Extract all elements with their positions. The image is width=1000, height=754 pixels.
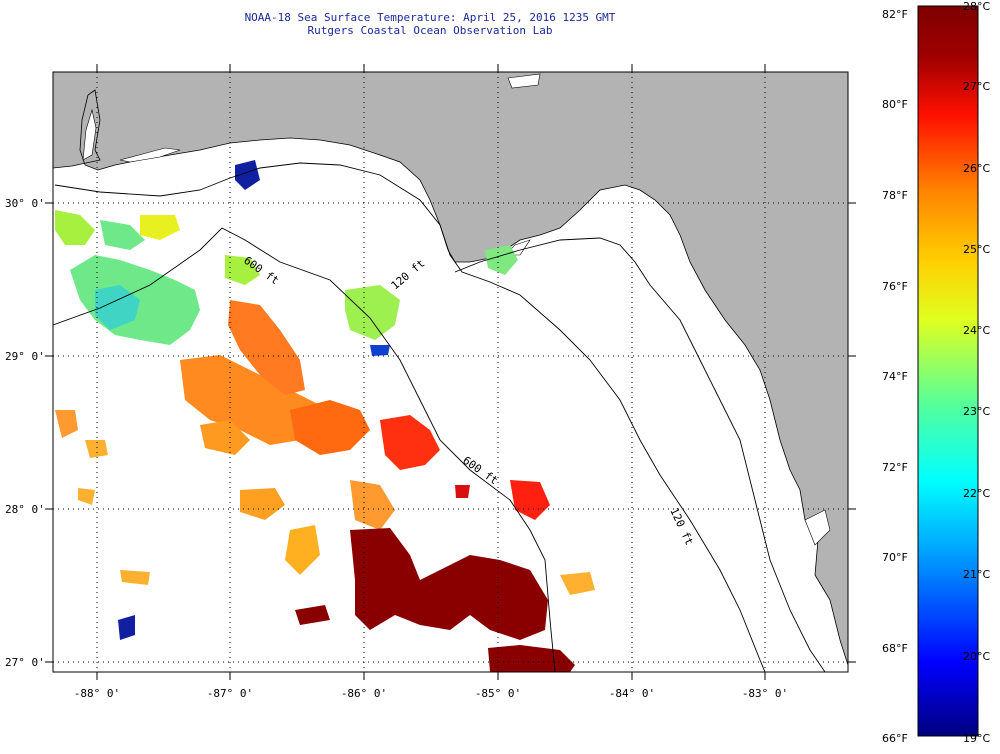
celsius-label: 20°C [963,650,990,663]
graticule [53,72,848,672]
celsius-label: 23°C [963,405,990,418]
celsius-label: 26°C [963,162,990,175]
celsius-scale: 28°C 27°C 26°C 25°C 24°C 23°C 22°C 21°C … [963,0,990,745]
fahrenheit-label: 68°F [882,642,908,655]
fahrenheit-label: 76°F [882,280,908,293]
color-scale-bar [917,5,979,737]
celsius-label: 25°C [963,243,990,256]
fahrenheit-label: 70°F [882,551,908,564]
celsius-label: 19°C [963,732,990,745]
map-title: NOAA-18 Sea Surface Temperature: April 2… [244,11,616,24]
celsius-label: 22°C [963,487,990,500]
lon-label: -85° 0' [475,687,521,700]
celsius-label: 27°C [963,80,990,93]
map-subtitle: Rutgers Coastal Ocean Observation Lab [307,24,553,37]
celsius-label: 28°C [963,0,990,13]
fahrenheit-scale: 82°F 80°F 78°F 76°F 74°F 72°F 70°F 68°F … [882,8,908,745]
lat-label: 30° 0' [5,197,45,210]
celsius-label: 21°C [963,568,990,581]
lon-label: -84° 0' [609,687,655,700]
fahrenheit-label: 74°F [882,370,908,383]
lat-label: 28° 0' [5,503,45,516]
axis-ticks [45,64,856,680]
sst-data-layer [55,160,595,672]
map-frame [52,71,849,673]
lat-label: 29° 0' [5,350,45,363]
fahrenheit-label: 66°F [882,732,908,745]
lon-label: -88° 0' [74,687,120,700]
fahrenheit-label: 78°F [882,189,908,202]
lon-label: -83° 0' [742,687,788,700]
lat-label: 27° 0' [5,656,45,669]
land-mass [53,72,848,666]
lon-label: -86° 0' [341,687,387,700]
celsius-label: 24°C [963,324,990,337]
lon-label: -87° 0' [207,687,253,700]
fahrenheit-label: 72°F [882,461,908,474]
fahrenheit-label: 80°F [882,98,908,111]
fahrenheit-label: 82°F [882,8,908,21]
